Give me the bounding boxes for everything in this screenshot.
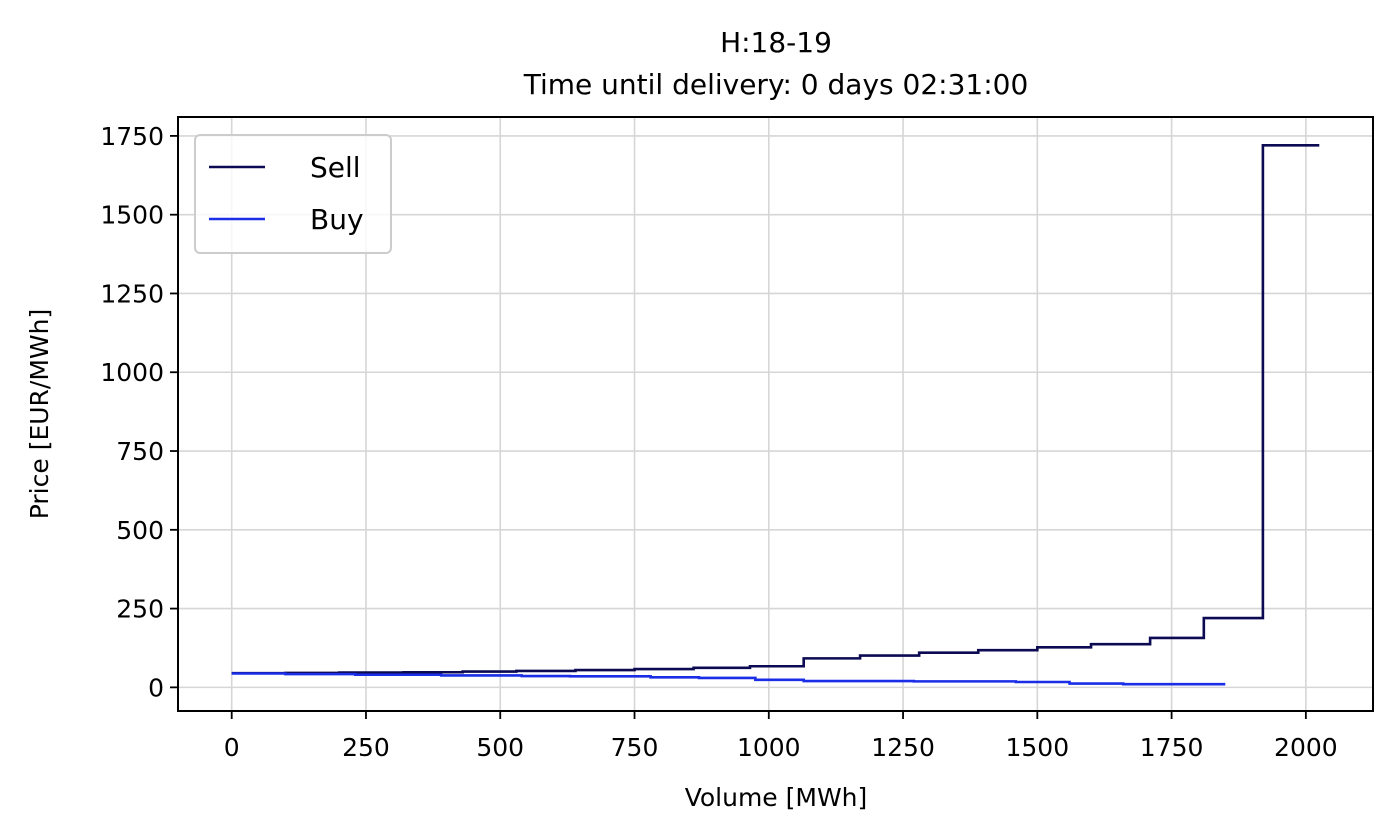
legend-box: [194, 134, 392, 254]
chart-subtitle: Time until delivery: 0 days 02:31:00: [523, 68, 1029, 101]
x-tick-label: 1500: [1006, 733, 1070, 762]
grid-lines: [178, 117, 1373, 711]
y-tick-label: 1250: [100, 279, 164, 308]
legend-label-sell: Sell: [310, 151, 361, 184]
x-tick-label: 2000: [1274, 733, 1338, 762]
y-tick-label: 1500: [100, 201, 164, 230]
y-tick-label: 0: [148, 673, 164, 702]
y-tick-label: 750: [116, 437, 164, 466]
legend-label-buy: Buy: [310, 203, 364, 236]
y-axis-ticks: 0 250 500 750 1000 1250 1500 1750: [100, 122, 178, 702]
plot-frame: [177, 116, 1374, 712]
x-axis-label: Volume [MWh]: [685, 783, 868, 812]
y-axis-label: Price [EUR/MWh]: [25, 309, 54, 519]
x-tick-label: 500: [476, 733, 524, 762]
series-line-sell: [231, 144, 1320, 675]
chart-title: H:18-19: [720, 26, 832, 59]
legend: Sell Buy: [194, 134, 392, 254]
x-tick-label: 1000: [737, 733, 801, 762]
x-axis-ticks: 0 250 500 750 1000 1250 1500 1750 2000: [224, 711, 1338, 762]
y-tick-label: 1750: [100, 122, 164, 151]
x-tick-label: 0: [224, 733, 240, 762]
x-tick-label: 750: [611, 733, 659, 762]
series-line-buy: [231, 672, 1226, 686]
x-tick-label: 1250: [871, 733, 935, 762]
x-tick-label: 1750: [1140, 733, 1204, 762]
y-tick-label: 250: [116, 595, 164, 624]
y-tick-label: 1000: [100, 358, 164, 387]
x-tick-label: 250: [342, 733, 390, 762]
series-lines: [231, 144, 1320, 686]
y-tick-label: 500: [116, 516, 164, 545]
